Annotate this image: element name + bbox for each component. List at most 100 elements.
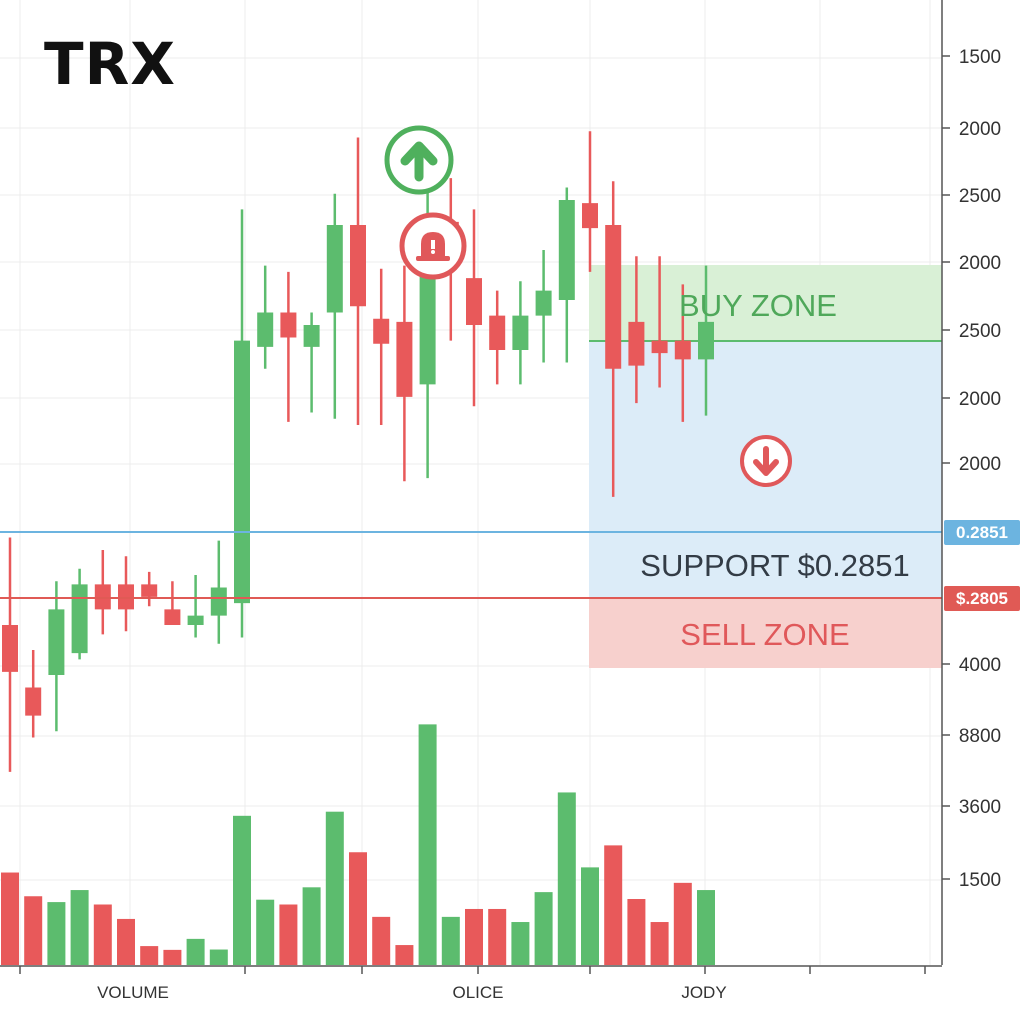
- price-axis-label: 2000: [959, 119, 1001, 140]
- support-price-tag: 0.2851: [944, 520, 1020, 545]
- candle: [558, 187, 575, 363]
- candle-body: [303, 325, 320, 347]
- buy-zone: [589, 265, 942, 341]
- volume-bar: [93, 904, 112, 965]
- volume-bar: [395, 945, 414, 965]
- price-axis-label: 2500: [959, 321, 1001, 342]
- candle: [466, 209, 482, 407]
- volume-axis-label: 3600: [959, 797, 1001, 818]
- candle-body: [605, 225, 622, 369]
- volume-bar: [140, 946, 159, 965]
- volume-bar: [488, 908, 507, 965]
- candle: [698, 265, 714, 416]
- arrow-down-icon: [740, 435, 792, 487]
- volume-bar: [1, 872, 19, 965]
- candle-body: [25, 687, 42, 716]
- candle-body: [396, 321, 413, 397]
- volume-bar: [650, 922, 669, 965]
- candle: [605, 181, 622, 497]
- candle-body: [141, 584, 158, 597]
- volume-bar: [372, 916, 391, 965]
- candle: [628, 256, 645, 404]
- support-label: SUPPORT $0.2851: [640, 548, 909, 583]
- time-axis-label: OLICE: [452, 983, 503, 1002]
- candle: [674, 284, 691, 422]
- price-axis-label: 2000: [959, 253, 1001, 274]
- volume-bar: [418, 724, 437, 965]
- candle-body: [326, 225, 343, 313]
- candle-body: [257, 312, 274, 347]
- candle: [48, 581, 65, 732]
- price-axis-label: 2500: [959, 186, 1001, 207]
- price-axis: 1500 2000 2500 2000 2500 2000 2000 4000 8800 3600…: [941, 0, 1001, 965]
- time-axis-label: JODY: [681, 983, 726, 1002]
- candle: [234, 209, 250, 638]
- candle: [535, 250, 552, 363]
- candle-body: [280, 312, 297, 338]
- candle: [326, 193, 343, 419]
- candle-body: [535, 290, 552, 316]
- volume-bar: [302, 887, 321, 965]
- candle-body: [164, 609, 181, 625]
- volume-bar: [163, 949, 182, 965]
- volume-bars: [1, 724, 715, 965]
- volume-bar: [325, 811, 344, 965]
- candle-body: [558, 200, 575, 300]
- candle-body: [210, 587, 227, 616]
- zone-layer: [589, 265, 942, 668]
- ticker-title: TRX: [44, 30, 176, 98]
- volume-bar: [70, 890, 89, 965]
- volume-bar: [581, 867, 599, 965]
- volume-bar: [117, 918, 135, 965]
- volume-axis-label: 8800: [959, 726, 1001, 747]
- volume-bar: [186, 938, 205, 965]
- volume-bar: [209, 949, 228, 965]
- sell-zone: [589, 598, 942, 668]
- candle: [187, 575, 204, 638]
- candle: [94, 550, 111, 635]
- candle: [25, 650, 42, 738]
- candle: [141, 571, 158, 607]
- candle-body: [582, 203, 598, 229]
- candle-body: [187, 615, 204, 625]
- candle: [582, 131, 598, 272]
- volume-bar: [465, 908, 483, 965]
- candle: [210, 540, 227, 644]
- time-axis-label: VOLUME: [97, 983, 169, 1002]
- candle-body: [48, 609, 65, 675]
- price-axis-label: 2000: [959, 389, 1001, 410]
- candle: [651, 256, 668, 388]
- candle: [350, 137, 366, 425]
- volume-bar: [673, 882, 692, 965]
- time-axis: VOLUME OLICE JODY: [0, 965, 942, 1002]
- candle-body: [350, 225, 366, 307]
- candle-body: [698, 321, 714, 360]
- volume-bar: [441, 916, 460, 965]
- volume-bar: [47, 902, 66, 965]
- price-axis-label: 1500: [959, 47, 1001, 68]
- volume-bar: [256, 899, 275, 965]
- candle: [257, 265, 274, 369]
- candle-body: [674, 340, 691, 360]
- candle-body: [466, 278, 482, 325]
- candle-body: [2, 625, 18, 672]
- candle-body: [512, 315, 529, 350]
- candle: [164, 581, 181, 625]
- volume-axis-label: 1500: [959, 870, 1001, 891]
- candle: [396, 265, 413, 482]
- arrow-up-icon: [384, 125, 454, 195]
- candle: [489, 290, 506, 385]
- candle: [512, 281, 529, 385]
- support-price-tag-text: 0.2851: [956, 523, 1008, 542]
- candle: [373, 268, 390, 425]
- volume-bar: [349, 852, 367, 965]
- volume-bar: [233, 815, 251, 965]
- sell-price-tag-text: $.2805: [956, 589, 1008, 608]
- candle: [303, 312, 320, 413]
- candle-body: [71, 584, 88, 654]
- buy-zone-label: BUY ZONE: [679, 288, 837, 323]
- candle-body: [234, 340, 250, 604]
- volume-bar: [697, 890, 715, 965]
